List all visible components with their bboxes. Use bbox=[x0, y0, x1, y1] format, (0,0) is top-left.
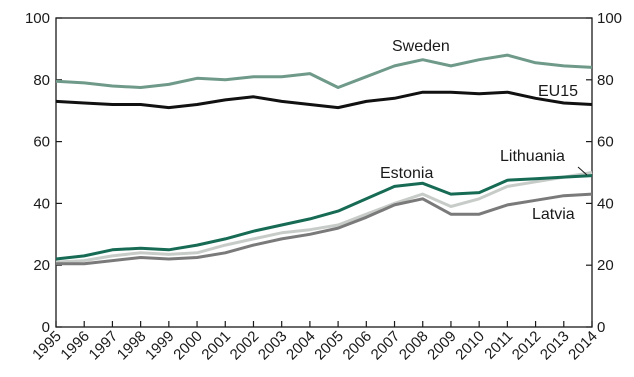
y-tick-label-left: 0 bbox=[42, 319, 50, 336]
x-tick-label: 1999 bbox=[142, 328, 178, 364]
y-axis-right: 0 20 40 60 80 100 bbox=[586, 10, 622, 336]
x-tick-label: 2005 bbox=[311, 328, 347, 364]
series-line-eu15 bbox=[55, 90, 593, 110]
x-tick-label: 1996 bbox=[57, 328, 93, 364]
series-labels: Sweden EU15 Estonia Lithuania Latvia bbox=[380, 38, 588, 223]
y-axis-left: 0 20 40 60 80 100 bbox=[25, 10, 62, 336]
series-line-lithuania bbox=[55, 171, 593, 264]
y-tick-label-left: 60 bbox=[33, 134, 50, 151]
x-tick-label: 2008 bbox=[396, 328, 432, 364]
x-tick-label: 2012 bbox=[509, 328, 545, 364]
lithuania-leader-line bbox=[577, 166, 588, 176]
x-tick-label: 1997 bbox=[86, 328, 122, 364]
x-tick-label: 2006 bbox=[340, 328, 376, 364]
x-tick-label: 2003 bbox=[255, 328, 291, 364]
y-tick-label-left: 80 bbox=[33, 72, 50, 89]
x-tick-label: 2013 bbox=[537, 328, 573, 364]
x-tick-label: 2000 bbox=[170, 328, 206, 364]
x-tick-label: 2014 bbox=[565, 328, 601, 364]
series-label-estonia: Estonia bbox=[380, 165, 433, 182]
plot-border bbox=[55, 17, 593, 328]
x-tick-label: 2004 bbox=[283, 328, 319, 364]
y-tick-label-right: 20 bbox=[597, 257, 614, 274]
series-line-sweden bbox=[55, 53, 593, 89]
plot-frame bbox=[55, 17, 593, 328]
y-tick-label-left: 40 bbox=[33, 195, 50, 212]
y-tick-label-left: 20 bbox=[33, 257, 50, 274]
x-tick-label: 2011 bbox=[481, 328, 516, 363]
y-tick-label-right: 100 bbox=[597, 10, 622, 27]
series-label-latvia: Latvia bbox=[532, 206, 575, 223]
series-lines bbox=[55, 53, 593, 266]
x-tick-label: 1995 bbox=[29, 328, 65, 364]
x-tick-label: 2010 bbox=[452, 328, 488, 364]
x-tick-label: 2007 bbox=[368, 328, 404, 364]
y-tick-label-right: 40 bbox=[597, 195, 614, 212]
series-line-latvia bbox=[56, 192, 593, 266]
y-tick-label-left: 100 bbox=[25, 10, 50, 27]
series-label-lithuania: Lithuania bbox=[500, 148, 565, 165]
series-line-estonia bbox=[55, 174, 593, 261]
x-tick-label: 2009 bbox=[424, 328, 460, 364]
y-tick-label-right: 80 bbox=[597, 72, 614, 89]
series-label-eu15: EU15 bbox=[538, 83, 578, 100]
y-tick-label-right: 0 bbox=[597, 319, 605, 336]
x-tick-label: 2001 bbox=[198, 328, 234, 364]
series-label-sweden: Sweden bbox=[392, 38, 450, 55]
x-tick-label: 1998 bbox=[114, 328, 150, 364]
y-tick-label-right: 60 bbox=[597, 134, 614, 151]
x-tick-label: 2002 bbox=[227, 328, 263, 364]
